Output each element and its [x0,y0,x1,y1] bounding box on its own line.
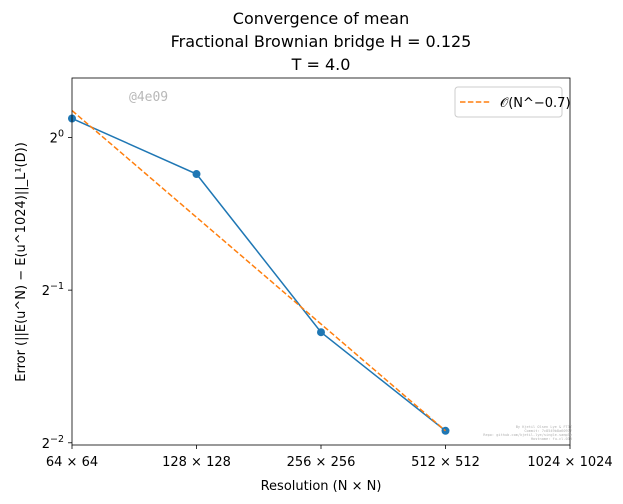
x-tick-label: 1024 × 1024 [527,455,612,470]
chart-title-line-3: T = 4.0 [291,55,351,74]
chart-title-line-2: Fractional Brownian bridge H = 0.125 [171,32,472,51]
footnote-line: By Kjetil Olsen Lye & FT3T [516,425,573,429]
y-tick-label: 20 [50,128,64,146]
x-tick-label: 512 × 512 [411,455,480,470]
footnote-line: Hostname: fu-cl-033 [531,437,572,441]
footnote-line: Repo: github.com/kjetil-lye/single-sampl… [483,433,572,437]
attribution-footnote: By Kjetil Olsen Lye & FT3T Commit: 7c854… [483,425,573,441]
x-axis-label: Resolution (N × N) [261,479,382,494]
legend-box [454,86,563,118]
legend: 𝒪(N^−0.7) [454,86,571,118]
plot-area: 64 × 64 128 × 128 256 × 256 512 × 512 1024 ×… [42,77,613,470]
y-tick-label: 2−1 [42,281,64,299]
x-tick-label: 128 × 128 [162,455,231,470]
y-axis-label: Error (||E(u^N) − E(u^1024)||_L¹(D)) [14,142,29,382]
legend-label-fit-line: 𝒪(N^−0.7) [500,96,571,111]
error-series-line [71,117,446,432]
error-data-point [317,328,325,337]
x-tick-label: 64 × 64 [46,455,98,470]
footnote-line: Commit: 7c8549b8a6097f [524,429,572,433]
plot-frame [71,77,571,446]
y-tick-label: 2−2 [42,434,64,452]
fit-series-line [71,109,446,432]
x-tick-label: 256 × 256 [287,455,356,470]
watermark-text: @4e09 [129,90,168,105]
chart-title-line-1: Convergence of mean [233,9,409,28]
error-data-point [192,170,201,179]
